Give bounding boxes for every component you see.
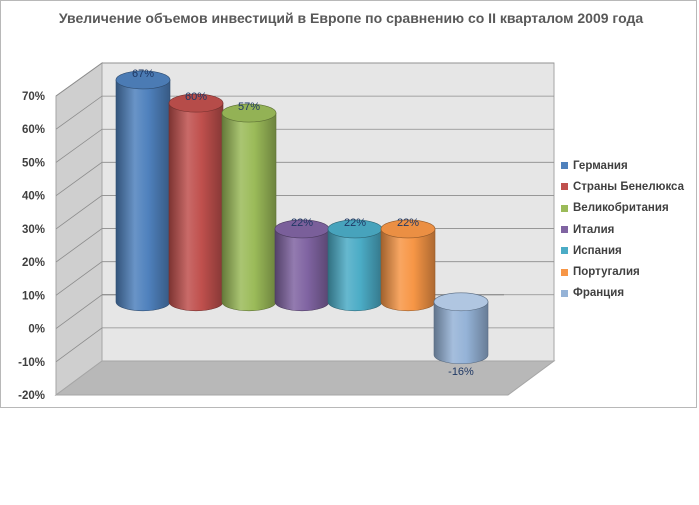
y-tick-label: 10% (22, 290, 45, 302)
chart-plot: 70% 60% 50% 40% 30% 20% 10% 0% -10% -20% 67% 60% 57… (18, 62, 556, 402)
data-label: 57% (238, 101, 260, 113)
floor (54, 360, 556, 396)
legend-label: Италия (573, 223, 615, 236)
gridline (55, 128, 554, 163)
legend-label: Португалия (573, 266, 640, 279)
y-tick-label: 30% (22, 224, 45, 236)
legend-label: Германия (573, 159, 628, 172)
y-tick-label: 70% (22, 91, 45, 103)
legend-item: Испания (561, 240, 695, 261)
data-label: -16% (448, 366, 474, 378)
chart-title: Увеличение объемов инвестиций в Европе п… (58, 10, 644, 26)
legend-item: Страны Бенелюкса (561, 176, 695, 197)
bar (433, 292, 489, 365)
legend-label: Франция (573, 287, 625, 300)
legend-swatch (561, 226, 568, 234)
gridline (55, 62, 554, 97)
data-label: 22% (344, 217, 366, 229)
chart-frame: 70% 60% 50% 40% 30% 20% 10% 0% -10% -20% 67% 60% 57… (0, 0, 697, 408)
legend-swatch (561, 268, 568, 276)
legend-item: Великобритания (561, 198, 695, 219)
legend-label: Страны Бенелюкса (573, 180, 684, 193)
legend-label: Испания (573, 244, 622, 257)
bar (168, 93, 224, 312)
gridline (55, 195, 554, 230)
bar (274, 219, 330, 312)
bar (327, 219, 383, 312)
bar (115, 70, 171, 312)
legend-swatch (561, 204, 568, 212)
data-label: 60% (185, 91, 207, 103)
legend-swatch (561, 289, 568, 297)
y-tick-label: 50% (22, 157, 45, 169)
legend-swatch (561, 247, 568, 255)
legend-swatch (561, 162, 568, 170)
legend-item: Португалия (561, 261, 695, 282)
y-tick-label: 40% (22, 191, 45, 203)
gridline (55, 95, 554, 130)
y-tick-label: 20% (22, 257, 45, 269)
legend-swatch (561, 183, 568, 191)
legend-label: Великобритания (573, 202, 669, 215)
y-tick-label: 60% (22, 124, 45, 136)
y-tick-label: -20% (18, 390, 45, 402)
legend-item: Германия (561, 155, 695, 176)
legend-item: Италия (561, 219, 695, 240)
gridline (55, 161, 554, 196)
bar (380, 219, 436, 312)
data-label: 22% (291, 217, 313, 229)
y-tick-label: -10% (18, 357, 45, 369)
data-label: 67% (132, 68, 154, 80)
data-label: 22% (397, 217, 419, 229)
y-tick-label: 0% (28, 324, 45, 336)
legend: Германия Страны Бенелюкса Великобритания Ит… (561, 155, 695, 304)
bar (221, 103, 277, 312)
legend-item: Франция (561, 283, 695, 304)
gridline (55, 327, 554, 363)
